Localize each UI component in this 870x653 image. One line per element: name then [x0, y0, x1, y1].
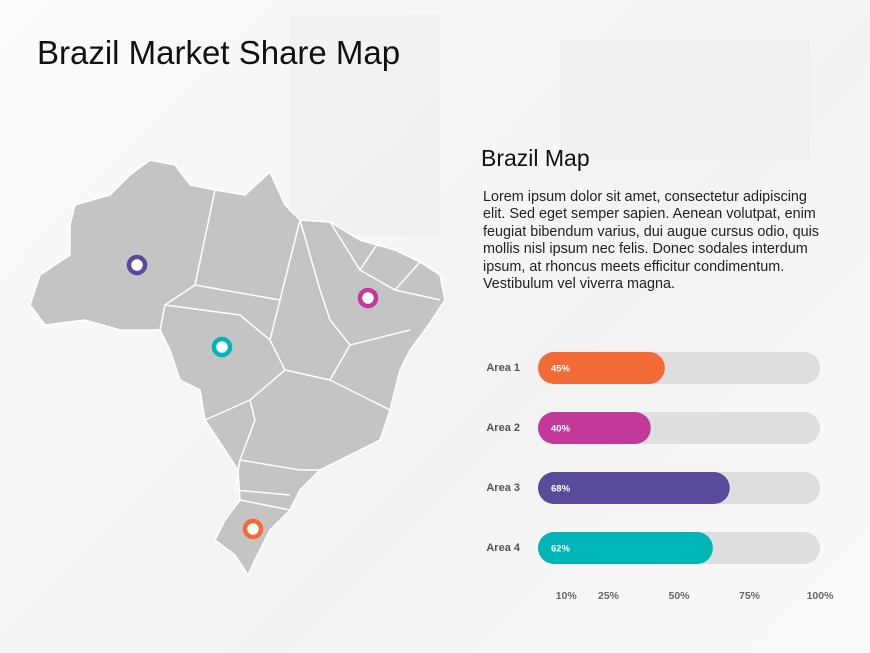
x-tick-label: 100%	[807, 590, 835, 602]
value-label: 45%	[551, 364, 571, 375]
brazil-map	[29, 159, 446, 577]
section-heading: Brazil Map	[481, 145, 590, 171]
slide-title: Brazil Market Share Map	[37, 34, 401, 71]
bar	[538, 412, 651, 444]
value-label: 62%	[551, 544, 571, 555]
pin	[211, 336, 233, 358]
y-tick-label: Area 4	[486, 542, 521, 554]
bar	[538, 532, 713, 564]
x-tick-label: 75%	[739, 590, 761, 602]
y-tick-label: Area 2	[486, 422, 520, 434]
bar	[538, 472, 730, 504]
x-tick-label: 50%	[668, 590, 690, 602]
y-tick-label: Area 1	[486, 362, 520, 374]
body-text: Lorem ipsum dolor sit amet, consectetur …	[483, 189, 819, 293]
x-tick-label: 10%	[556, 590, 578, 602]
background-photo	[560, 40, 810, 160]
value-label: 40%	[551, 424, 571, 435]
background-photo	[290, 15, 440, 235]
x-tick-label: 25%	[598, 590, 620, 602]
map-pins	[126, 254, 379, 540]
bar	[538, 352, 665, 384]
state-borders	[159, 189, 441, 511]
y-tick-label: Area 3	[486, 482, 520, 494]
value-label: 68%	[551, 484, 571, 495]
pin	[126, 254, 148, 276]
pin	[357, 287, 379, 309]
pin	[242, 518, 264, 540]
